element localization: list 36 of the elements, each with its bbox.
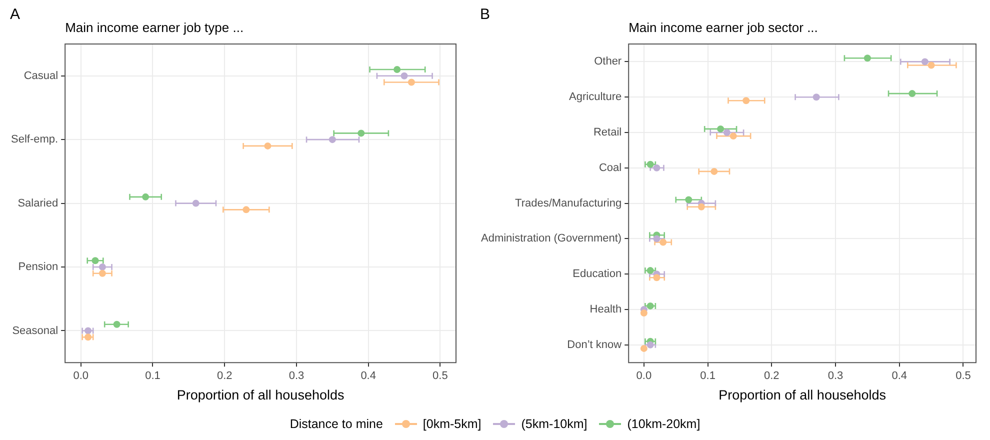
x-tick-label: 0.1 [700, 370, 716, 382]
y-tick-label: Agriculture [569, 91, 622, 104]
text: A [10, 6, 20, 23]
x-axis-title: Proportion of all households [718, 388, 886, 403]
x-tick-label: 0.3 [828, 370, 844, 382]
x-tick-label: 0.2 [216, 370, 232, 382]
x-tick-label: 0.1 [145, 370, 160, 382]
y-tick-label: Education [572, 268, 622, 280]
legend-title: Distance to mine [290, 417, 383, 431]
y-tick-label: Administration (Government) [480, 232, 622, 245]
x-tick-label: 0.0 [636, 370, 652, 382]
y-tick-label: Pension [18, 261, 58, 274]
y-tick-label: Trades/Manufacturing [515, 197, 622, 210]
x-tick-label: 0.0 [73, 370, 89, 382]
x-axis-title: Proportion of all households [176, 388, 344, 403]
legend-label: (10km-20km] [627, 417, 700, 431]
y-tick-label: Other [594, 56, 622, 68]
legend-label: (5km-10km] [521, 417, 588, 431]
x-tick-label: 0.2 [764, 370, 780, 382]
x-tick-label: 0.4 [892, 370, 908, 382]
y-tick-label: Coal [598, 162, 622, 174]
x-tick-label: 0.5 [956, 370, 971, 382]
text: B [480, 6, 490, 23]
y-tick-label: Seasonal [12, 324, 58, 337]
y-tick-label: Casual [24, 70, 58, 82]
y-tick-label: Health [590, 304, 622, 316]
y-tick-label: Salaried [18, 197, 58, 210]
y-tick-label: Don’t know [567, 338, 622, 351]
chart-title: Main income earner job sector ... [628, 20, 818, 36]
y-tick-label: Self-emp. [10, 134, 58, 146]
chart-title: Main income earner job type ... [65, 20, 244, 36]
legend-label: [0km-5km] [422, 417, 482, 431]
y-tick-label: Retail [593, 126, 622, 139]
x-tick-label: 0.5 [432, 370, 448, 382]
x-tick-label: 0.4 [360, 370, 376, 382]
x-tick-label: 0.3 [288, 370, 304, 382]
